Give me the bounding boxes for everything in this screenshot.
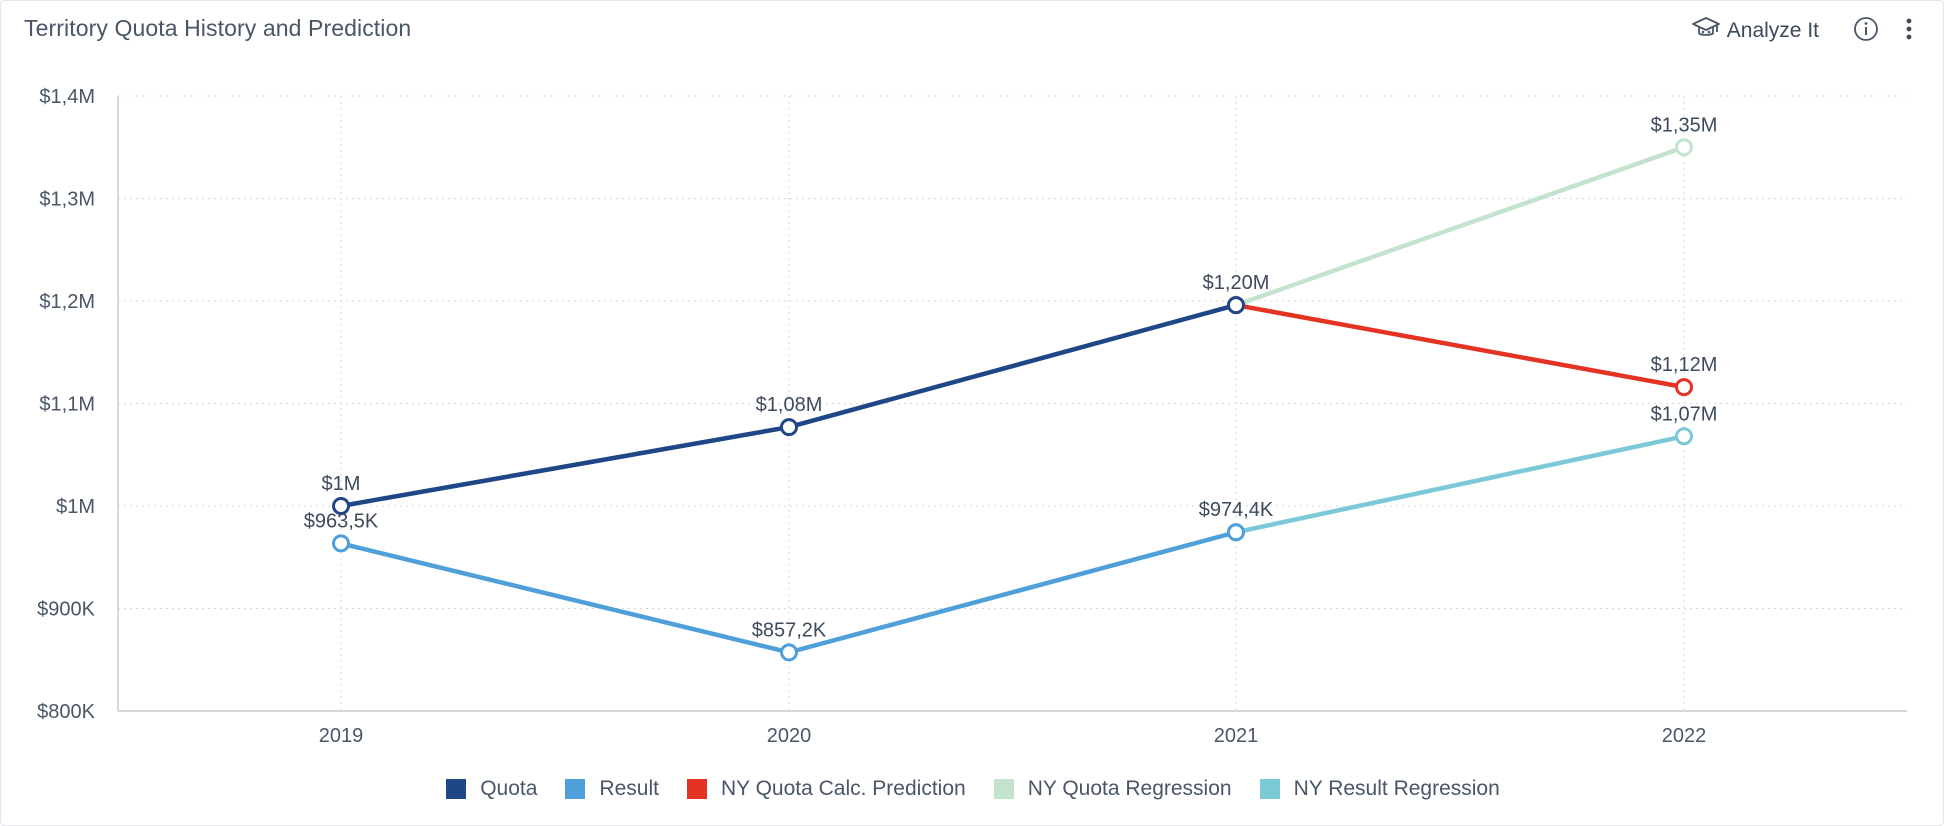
series-point-0: [332, 497, 350, 515]
x-tick-label: 2020: [767, 725, 812, 747]
chart-title: Territory Quota History and Prediction: [24, 15, 412, 41]
vertical-ellipsis-icon: [1905, 17, 1913, 46]
legend-item[interactable]: Result: [565, 777, 659, 801]
legend-swatch: [993, 779, 1014, 799]
y-tick-label: $1,3M: [39, 189, 95, 211]
legend-label: NY Quota Calc. Prediction: [720, 777, 966, 800]
data-label: $1,12M: [1651, 354, 1718, 376]
info-button[interactable]: [1851, 16, 1881, 46]
info-icon: [1853, 16, 1879, 47]
legend-item[interactable]: Quota: [446, 777, 537, 801]
legend-swatch: [446, 779, 467, 799]
graduation-cap-icon: [1691, 16, 1721, 46]
series-point-3: [1675, 138, 1693, 157]
series-line-3: [1233, 145, 1687, 308]
line-chart: $800K $900K $1M $1,1M $1,2M $1,3M $1,4M 2019 202…: [37, 86, 1907, 747]
legend-swatch: [565, 779, 586, 799]
x-tick-label: 2019: [319, 725, 364, 747]
data-label: $1,08M: [756, 394, 823, 416]
x-tick-label: 2022: [1662, 725, 1707, 747]
series-point-0: [780, 418, 798, 437]
legend-item[interactable]: NY Quota Regression: [993, 777, 1232, 801]
series-point-0: [1227, 296, 1245, 315]
legend-label: Quota: [480, 777, 538, 800]
data-label: $1,07M: [1651, 403, 1718, 425]
more-options-button[interactable]: [1899, 16, 1919, 46]
series-point-1: [780, 643, 798, 662]
series-line-4: [1233, 434, 1687, 535]
legend-item[interactable]: NY Result Regression: [1259, 777, 1500, 801]
legend-item[interactable]: NY Quota Calc. Prediction: [686, 777, 966, 801]
y-tick-label: $1,4M: [39, 86, 95, 108]
series-point-4: [1675, 427, 1693, 446]
legend-label: NY Quota Regression: [1027, 777, 1232, 800]
series-point-1: [1227, 523, 1245, 542]
analyze-it-button[interactable]: Analyze It: [1687, 14, 1823, 48]
series-point-1: [332, 534, 350, 553]
x-tick-label: 2021: [1214, 725, 1259, 747]
y-tick-label: $1M: [56, 496, 95, 518]
data-label: $1,20M: [1203, 272, 1270, 294]
chart-toolbar: Analyze It: [1687, 13, 1919, 49]
y-tick-label: $800K: [37, 701, 95, 723]
legend-swatch: [1259, 779, 1280, 799]
y-tick-label: $900K: [37, 599, 95, 621]
legend-label: Result: [599, 777, 659, 800]
data-label: $974,4K: [1199, 499, 1274, 521]
legend-label: NY Result Regression: [1293, 777, 1500, 800]
series-line-2: [1233, 302, 1687, 390]
data-label: $1,35M: [1651, 114, 1718, 136]
data-label: $963,5K: [304, 510, 379, 532]
series-point-2: [1675, 378, 1693, 397]
data-label: $857,2K: [752, 619, 827, 641]
y-tick-label: $1,2M: [39, 291, 95, 313]
chart-legend: Quota Result NY Quota Calc. Prediction NY Q…: [1, 777, 1944, 801]
y-tick-label: $1,1M: [39, 394, 95, 416]
data-label: $1M: [322, 473, 361, 495]
legend-swatch: [686, 779, 707, 799]
analyze-it-label: Analyze It: [1726, 19, 1819, 42]
